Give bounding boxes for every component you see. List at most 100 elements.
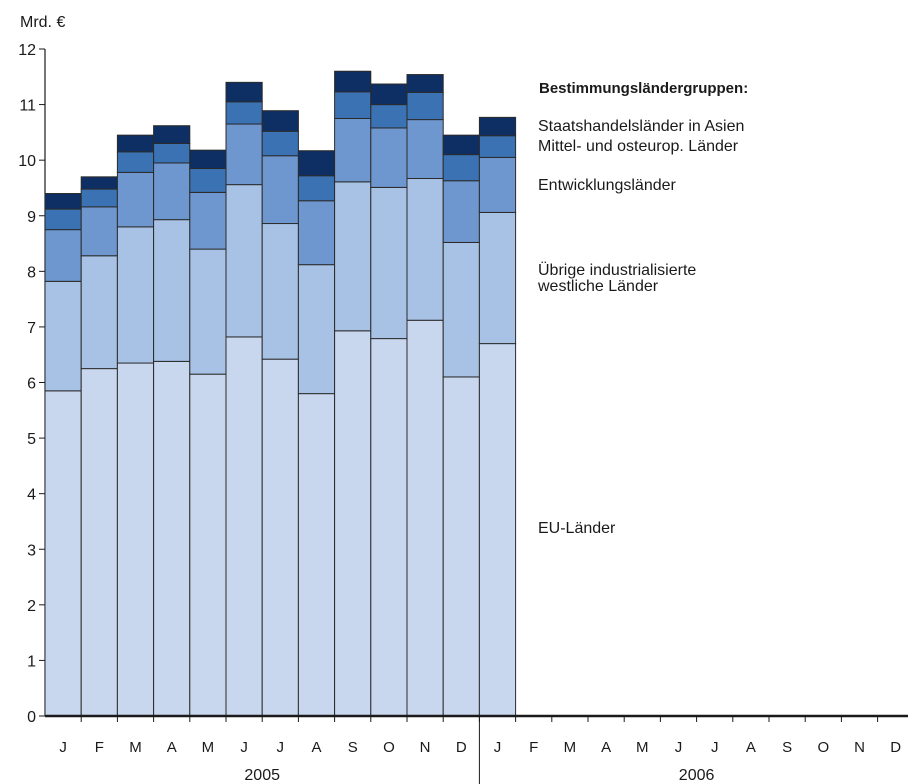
bar-segment xyxy=(442,376,480,717)
month-label: J xyxy=(277,739,285,756)
bar-segment xyxy=(225,101,263,125)
bar-segment xyxy=(80,176,118,190)
legend-label: Entwicklungsländer xyxy=(538,177,677,194)
month-label: M xyxy=(636,739,649,756)
bar-segment xyxy=(442,180,480,243)
y-tick-label: 12 xyxy=(18,42,36,59)
legend-label: westliche Länder xyxy=(537,278,659,295)
bar-segment xyxy=(406,74,444,93)
y-tick-label: 9 xyxy=(27,209,36,226)
month-label: F xyxy=(95,739,104,756)
bar-segment xyxy=(406,178,444,321)
legend-label: EU-Länder xyxy=(538,520,616,537)
bar-segment xyxy=(189,191,227,250)
bar-segment xyxy=(478,156,517,213)
legend-label: Mittel- und osteurop. Länder xyxy=(538,138,739,155)
month-label: J xyxy=(675,739,683,756)
y-tick-label: 10 xyxy=(18,153,36,170)
month-label: M xyxy=(129,739,142,756)
month-label: J xyxy=(240,739,248,756)
legend-title: Bestimmungsländergruppen: xyxy=(539,80,748,97)
y-tick-label: 4 xyxy=(27,487,36,504)
legend: Bestimmungsländergruppen: EU-Länder Übrig… xyxy=(537,80,748,537)
y-tick-label: 1 xyxy=(27,653,36,670)
bars xyxy=(44,70,517,717)
bar-segment xyxy=(116,134,155,153)
bar-segment xyxy=(80,188,118,208)
bar-segment xyxy=(116,362,155,717)
bar-segment xyxy=(261,130,299,157)
bar-segment xyxy=(297,150,336,177)
bar-segment xyxy=(44,280,82,392)
bar-segment xyxy=(261,358,299,717)
bar-segment xyxy=(189,149,227,170)
y-tick-label: 5 xyxy=(27,431,36,448)
month-label: O xyxy=(383,739,395,756)
y-tick-label: 8 xyxy=(27,264,36,281)
legend-label: Übrige industrialisierte xyxy=(538,261,696,279)
y-tick-label: 7 xyxy=(27,320,36,337)
month-label: A xyxy=(601,739,611,756)
bar-segment xyxy=(406,319,444,717)
bar-segment xyxy=(116,171,155,228)
y-tick-label: 0 xyxy=(27,709,36,726)
bar-segment xyxy=(406,119,444,180)
bar-segment xyxy=(334,70,372,93)
bar-segment xyxy=(478,343,517,717)
bar-segment xyxy=(406,91,444,121)
y-tick-label: 11 xyxy=(19,98,36,115)
bar-segment xyxy=(370,127,408,188)
bar-segment xyxy=(334,330,372,717)
month-label: S xyxy=(348,739,358,756)
month-label: J xyxy=(494,739,502,756)
bar-segment xyxy=(153,142,191,164)
bar-segment xyxy=(297,200,336,266)
month-label: O xyxy=(817,739,829,756)
bar-segment xyxy=(261,155,299,225)
month-label: S xyxy=(782,739,792,756)
year-label: 2006 xyxy=(679,767,715,784)
y-tick-label: 6 xyxy=(27,376,36,393)
bar-segment xyxy=(261,110,299,132)
month-label: N xyxy=(420,739,431,756)
bar-segment xyxy=(44,193,82,210)
bar-segment xyxy=(478,116,517,137)
bar-segment xyxy=(116,151,155,173)
y-axis-unit-label: Mrd. € xyxy=(20,14,65,31)
bar-segment xyxy=(370,104,408,129)
y-tick-label: 3 xyxy=(27,542,36,559)
month-label: J xyxy=(59,739,67,756)
bar-segment xyxy=(334,91,372,119)
month-label: A xyxy=(311,739,321,756)
bar-segment xyxy=(44,208,82,231)
bar-segment xyxy=(370,186,408,340)
bar-segment xyxy=(44,229,82,282)
bar-segment xyxy=(225,336,263,717)
bar-segment xyxy=(297,393,336,717)
bar-segment xyxy=(44,390,82,717)
month-label: M xyxy=(202,739,215,756)
bar-segment xyxy=(80,368,118,717)
month-label: A xyxy=(746,739,756,756)
bar-segment xyxy=(297,175,336,202)
x-axis: J F M A M J J A S O N D J F M A M J J A S O N D 2005 2006 xyxy=(45,714,908,784)
bar-segment xyxy=(153,219,191,362)
month-label: D xyxy=(456,739,467,756)
month-label: D xyxy=(890,739,901,756)
bar-segment xyxy=(225,184,263,338)
bar-segment xyxy=(442,134,480,156)
year-label: 2005 xyxy=(244,767,280,784)
legend-label: Staatshandelsländer in Asien xyxy=(538,118,744,135)
bar-segment xyxy=(478,135,517,158)
bar-segment xyxy=(225,123,263,186)
bar-segment xyxy=(261,223,299,360)
bar-segment xyxy=(80,255,118,370)
bar-segment xyxy=(334,181,372,332)
bar-segment xyxy=(370,83,408,106)
month-label: N xyxy=(854,739,865,756)
bar-segment xyxy=(442,241,480,378)
bar-segment xyxy=(370,338,408,717)
month-label: F xyxy=(529,739,538,756)
